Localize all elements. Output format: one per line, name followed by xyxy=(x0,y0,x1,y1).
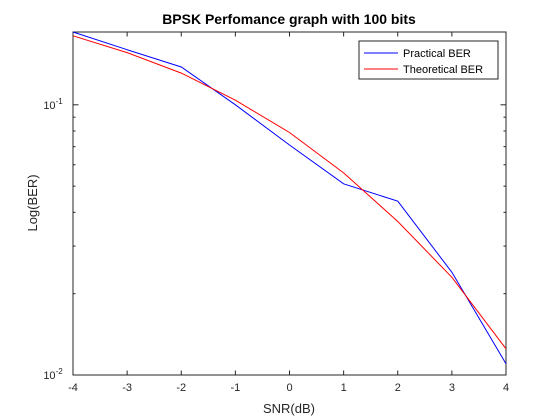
y-tick-label: 10-2 xyxy=(43,367,63,382)
x-tick-label: -4 xyxy=(68,382,78,394)
x-tick-label: 3 xyxy=(449,382,455,394)
x-tick-label: 2 xyxy=(395,382,401,394)
x-tick-label: -3 xyxy=(122,382,132,394)
x-tick-label: 0 xyxy=(286,382,292,394)
legend-label-practical-ber: Practical BER xyxy=(403,48,471,60)
legend-label-theoretical-ber: Theoretical BER xyxy=(403,64,483,76)
legend: Practical BER Theoretical BER xyxy=(358,40,499,80)
x-axis-label: SNR(dB) xyxy=(263,401,315,416)
x-tick-label: 1 xyxy=(341,382,347,394)
series-line-practical-ber xyxy=(72,31,507,365)
x-tick-label: -2 xyxy=(176,382,186,394)
y-tick-label: 10-1 xyxy=(43,97,63,112)
series-line-theoretical-ber xyxy=(72,35,507,350)
legend-box xyxy=(358,40,499,80)
x-tick-label: -1 xyxy=(230,382,240,394)
x-tick-label: 4 xyxy=(503,382,509,394)
chart-title: BPSK Perfomance graph with 100 bits xyxy=(162,11,416,27)
plot-area xyxy=(72,31,507,376)
y-axis-label: Log(BER) xyxy=(25,174,40,231)
